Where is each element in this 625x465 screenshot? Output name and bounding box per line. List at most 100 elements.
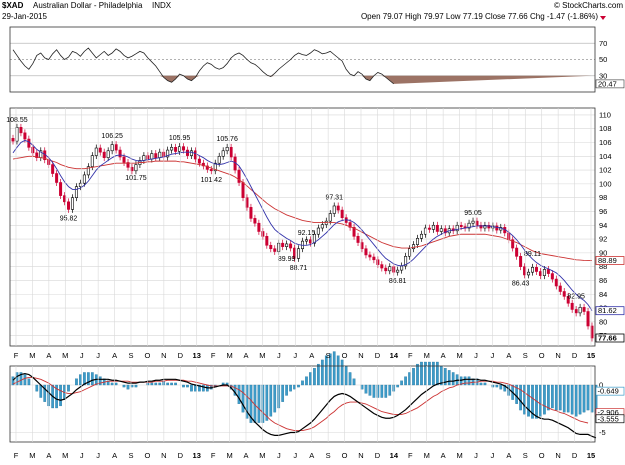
macd-histogram-bar [305,376,308,386]
x-tick-label: J [474,351,478,360]
price-candle [174,147,178,152]
price-panel: 1101081061041021009896949290888684828078… [6,107,625,347]
price-candle [380,264,384,269]
ma-fast-line [12,139,593,311]
macd-histogram-bar [515,384,519,404]
price-candle [110,144,114,152]
price-candle [170,147,174,151]
price-candle [102,151,106,158]
price-candle [229,147,233,158]
price-annotation: 86.81 [389,278,407,285]
price-candle [336,205,340,211]
price-candle [558,285,562,292]
macd-histogram-bar [241,384,245,413]
price-candle [23,132,27,140]
x-tick-label: J [491,351,495,360]
x-tick-label: O [539,351,545,360]
price-candle [281,242,285,247]
macd-histogram-bar [79,374,82,386]
macd-histogram-bar [328,353,332,386]
macd-histogram-bar [408,372,411,386]
price-tick-label: 80 [599,317,607,326]
price-annotation: 88.71 [290,265,308,272]
price-tick-label: 110 [599,110,611,119]
x-tick-label: 14 [390,351,399,360]
x-tick-label: N [161,351,166,360]
price-tick-label: 96 [599,207,607,216]
price-annotation: 108.55 [6,117,28,124]
price-candle [419,233,423,239]
x-tick-label-bottom: N [161,451,166,460]
macd-histogram-bar [364,384,368,394]
price-candle [427,227,431,230]
price-candle [554,278,558,287]
macd-histogram-bar [547,384,550,411]
price-candle [253,218,257,224]
macd-histogram-bar [55,384,58,409]
macd-histogram-bar [372,384,376,398]
price-candle [538,271,542,276]
x-tick-label-bottom: A [243,451,248,460]
x-tick-label-bottom: A [46,451,51,460]
price-tick-label: 100 [599,179,612,188]
rsi-last-box [595,79,625,89]
price-candle [471,220,475,224]
macd-histogram-bar [75,378,78,386]
macd-histogram-bar [451,372,455,386]
price-candle [348,222,352,228]
price-candle [515,247,519,257]
x-tick-label: F [408,351,413,360]
macd-histogram-bar [293,384,296,390]
price-candle [519,256,523,267]
macd-tick-label: -5 [599,428,606,437]
macd-histogram-bar [332,351,336,386]
macd-histogram-bar [134,384,138,388]
macd-histogram-bar [324,355,328,386]
price-candle [376,259,380,265]
price-candle [122,156,126,163]
price-candle [78,182,82,187]
price-candle [570,302,574,310]
x-tick-label-bottom: A [112,451,117,460]
x-axis: F F M M A A M M J J J J A A S S O O N N D D 13 13 F F M M A A M M J J J J A A… [14,108,595,460]
price-annotation: 82.95 [567,294,585,301]
price-candle [574,309,578,314]
x-tick-label: O [145,351,151,360]
macd-histogram-bar [285,384,288,396]
price-tick-label: 94 [599,221,607,230]
x-tick-label: O [342,351,348,360]
price-candle [511,239,515,249]
x-tick-label-bottom: F [14,451,19,460]
macd-histogram-bar [237,384,241,404]
macd-histogram-bar [376,384,380,398]
price-candle [289,243,293,249]
price-candle [241,182,245,198]
macd-histogram-bar [281,384,285,402]
exchange-label: INDX [152,1,172,10]
price-candle [534,267,538,272]
price-candle [257,222,261,232]
price-candle [59,182,63,196]
instrument-name: Australian Dollar - Philadelphia [33,1,143,10]
macd-last-box [595,386,625,396]
price-candle [487,224,491,229]
price-candle [27,138,31,148]
price-candle [396,269,400,273]
price-candle [340,209,344,218]
x-tick-label-bottom: 15 [587,451,595,460]
price-candle [35,152,39,158]
price-annotation: 101.75 [125,175,147,182]
price-candle [479,224,483,229]
macd-histogram-bar [519,384,522,411]
macd-histogram-bar [27,378,31,386]
macd-histogram-bar [344,366,348,386]
price-frame [9,107,596,347]
price-candle [566,296,570,304]
macd-histogram-bar [439,366,443,386]
price-candle [185,149,189,156]
x-tick-label-bottom: J [277,451,281,460]
price-candle [408,248,412,257]
x-tick-label: S [326,351,331,360]
